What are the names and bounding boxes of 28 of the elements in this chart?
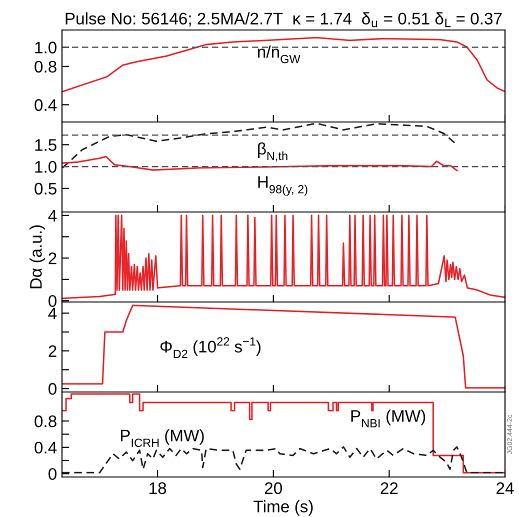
y-tick-label: 2 <box>48 345 56 357</box>
annotation: H98(y, 2) <box>258 176 308 196</box>
line-series <box>62 122 458 169</box>
x-tick-label: 22 <box>380 482 398 494</box>
y-tick-label: 0.4 <box>34 442 57 454</box>
y-tick-label: 0.8 <box>34 60 56 73</box>
y-tick-label: 4 <box>48 210 57 222</box>
y-axis-title: Dα (a.u.) <box>30 225 46 288</box>
x-tick-label: 18 <box>150 482 166 494</box>
y-tick-label: 0 <box>48 383 56 395</box>
y-tick-label: 0.4 <box>34 99 57 111</box>
y-tick-label: 1.5 <box>35 139 56 151</box>
y-tick-label: 0.5 <box>34 182 56 195</box>
y-tick-label: 0 <box>48 468 56 480</box>
x-tick-label: 24 <box>496 482 514 494</box>
line-series <box>62 304 505 389</box>
y-tick-label: 4 <box>48 308 57 320</box>
line-series <box>62 36 505 93</box>
line-series <box>62 446 505 474</box>
chart-title: Pulse No: 56146; 2.5MA/2.7T κ = 1.74 δ$_{u}$ = 0.51 δ$_{L}$ = 0.37 <box>66 12 502 28</box>
y-tick-label: 0 <box>48 295 56 307</box>
line-series <box>62 214 505 300</box>
y-tick-label: 0.8 <box>34 415 56 428</box>
x-axis-title: Time (s) <box>254 500 313 516</box>
y-tick-label: 2 <box>48 252 56 264</box>
x-tick-label: 20 <box>264 482 282 494</box>
y-tick-label: 1.0 <box>35 160 56 173</box>
y-tick-label: 1.0 <box>35 42 56 54</box>
